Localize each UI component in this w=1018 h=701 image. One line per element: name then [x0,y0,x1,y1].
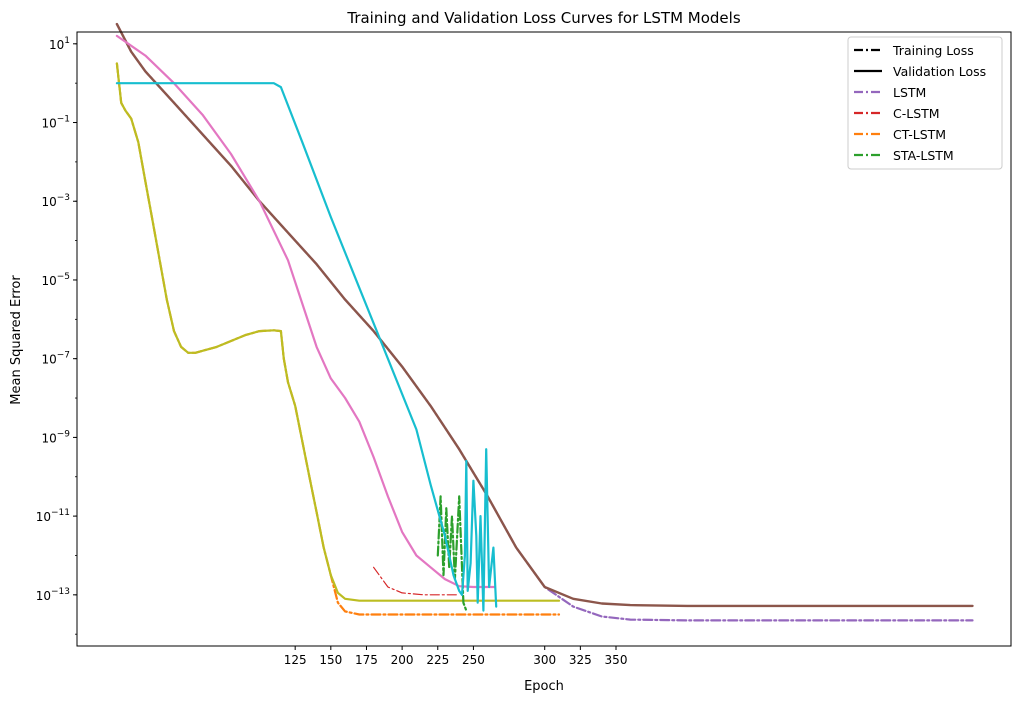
x-tick-label: 200 [391,653,414,667]
y-axis-label: Mean Squared Error [9,275,24,405]
series-line-5 [115,62,561,616]
series-line-2 [115,22,974,608]
x-tick-label: 300 [533,653,556,667]
legend-label: Training Loss [892,43,974,58]
series-line-6 [115,62,561,602]
y-axis-ticks: 101 10−1 10−3 10−5 10−7 10−9 10−11 10−13 [36,36,77,635]
x-tick-label: 175 [355,653,378,667]
y-tick-label: 10−1 [41,115,70,131]
legend-label: C-LSTM [893,106,940,121]
series-line-3 [373,566,460,596]
series-layer [115,22,974,622]
legend-label: STA-LSTM [893,148,954,163]
x-tick-label: 150 [319,653,342,667]
plot-frame [76,31,1012,647]
y-tick-label: 10−9 [41,429,70,445]
series-line-4 [115,34,496,589]
x-tick-label: 125 [284,653,307,667]
series-line-7 [436,495,468,612]
y-tick-label: 10−3 [41,193,70,209]
x-tick-label: 325 [569,653,592,667]
series-line-8 [115,82,498,612]
y-tick-label: 10−5 [41,272,70,288]
x-axis-label: Epoch [524,679,564,694]
legend-label: LSTM [893,85,926,100]
x-axis-ticks: 125 150 175 200 225 250 300 325 350 [284,646,628,667]
y-tick-label: 10−11 [36,508,70,524]
x-tick-label: 225 [426,653,449,667]
legend: Training Loss Validation Loss LSTM C-LSTM CT… [847,36,1003,170]
legend-label: Validation Loss [893,64,986,79]
legend-label: CT-LSTM [893,127,946,142]
x-tick-label: 350 [605,653,628,667]
y-tick-label: 101 [49,36,70,52]
chart-title: Training and Validation Loss Curves for … [346,9,740,27]
y-tick-label: 10−7 [41,351,70,367]
legend-frame [847,36,1003,170]
y-tick-label: 10−13 [36,587,70,603]
series-line-1 [115,23,974,622]
x-tick-label: 250 [462,653,485,667]
